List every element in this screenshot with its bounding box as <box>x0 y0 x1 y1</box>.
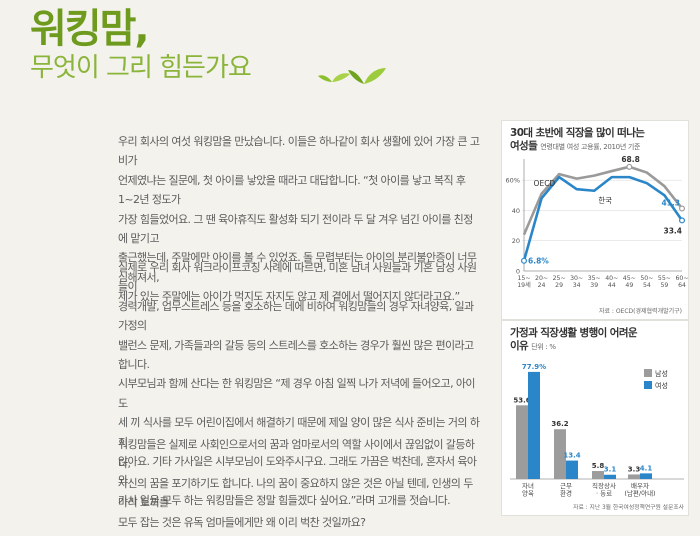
legend-swatch-male <box>644 369 652 377</box>
data-label-oecd-end: 41.3 <box>661 198 680 207</box>
data-label-oecd-peak: 68.8 <box>621 155 640 164</box>
line-chart: 0 20 40 60% 15~ 19세 20~ 24 25~ 29 30~ 34 35~ 39 40~ 44 4… <box>506 155 689 315</box>
y-tick-label: 60% <box>506 177 520 185</box>
bar-value-label: 36.2 <box>551 420 568 428</box>
x-category-label: 자녀 양육 <box>522 481 534 498</box>
x-tick-label: 50~ 54 <box>640 275 653 289</box>
bar-value-label: 5.8 <box>592 462 605 470</box>
paragraph-1: 우리 회사의 여섯 워킹맘을 만났습니다. 이들은 하나같이 회사 생활에 있어… <box>118 135 480 304</box>
bar-female <box>604 474 616 479</box>
bar-chart-title-text: 가정과 직장생활 병행이 어려운 이유 <box>510 327 638 352</box>
x-tick-label: 30~ 34 <box>570 275 583 289</box>
bar-value-label: 4.1 <box>640 464 653 472</box>
line-chart-subtitle: 연령대별 여성 고용률, 2010년 기준 <box>540 143 641 151</box>
data-label-korea-start: 6.8% <box>528 257 549 266</box>
bar-value-label: 3.3 <box>628 465 641 473</box>
x-category-label: 근무 환경 <box>560 482 572 498</box>
bar-male <box>628 474 640 479</box>
korea-start-point <box>521 257 528 264</box>
x-tick-label: 15~ 19세 <box>517 275 531 289</box>
bar-value-label: 13.4 <box>563 452 580 460</box>
series-label-korea: 한국 <box>598 196 612 205</box>
bar-female <box>640 473 652 479</box>
page-title: 워킹맘, 무엇이 그리 힘든가요 <box>30 6 252 84</box>
bar-male <box>554 429 566 479</box>
bar-male <box>516 405 528 479</box>
line-chart-title: 30대 초반에 직장을 많이 떠나는 여성들 연령대별 여성 고용률, 2010… <box>510 127 645 154</box>
x-tick-label: 60~ 64 <box>675 275 688 289</box>
korea-end-point <box>679 217 686 224</box>
bar-value-label: 53.6 <box>513 396 530 404</box>
bar-value-label: 3.1 <box>604 466 617 474</box>
title-line-2: 무엇이 그리 힘든가요 <box>30 53 252 83</box>
line-chart-source: 자료 : OECD(경제협력개발기구) <box>599 307 682 315</box>
sprout-icon <box>318 68 386 84</box>
legend-swatch-female <box>644 381 652 389</box>
series-label-oecd: OECD <box>534 179 556 188</box>
bar-male <box>592 471 604 479</box>
bar-chart-unit: 단위 : % <box>531 343 556 351</box>
x-tick-label: 25~ 29 <box>553 275 566 289</box>
x-tick-label: 55~ 59 <box>658 275 671 289</box>
bar-value-label: 77.9% <box>522 363 546 371</box>
employment-rate-chart-card: 30대 초반에 직장을 많이 떠나는 여성들 연령대별 여성 고용률, 2010… <box>501 120 689 320</box>
x-tick-label: 35~ 39 <box>588 275 601 289</box>
y-tick-label: 0 <box>516 268 520 276</box>
oecd-end-point <box>679 205 686 212</box>
x-category-label: 직장상사 · 동료 <box>592 481 616 498</box>
series-line-oecd <box>522 165 684 236</box>
bar-female <box>566 460 578 479</box>
y-tick-label: 40 <box>512 207 520 215</box>
bar-female <box>528 371 540 479</box>
oecd-peak-point <box>626 163 633 170</box>
legend-label-female: 여성 <box>655 381 668 390</box>
x-tick-label: 40~ 44 <box>605 275 618 289</box>
title-line-1: 워킹맘, <box>30 6 150 52</box>
x-category-label: 배우자 (남편/아내) <box>624 481 655 498</box>
bar-chart-title: 가정과 직장생활 병행이 어려운 이유 단위 : % <box>510 327 638 354</box>
y-tick-label: 20 <box>512 237 520 245</box>
legend-label-male: 남성 <box>655 369 668 378</box>
bar-chart-source: 자료 : 지난 3월 한국여성정책연구원 설문조사 <box>573 503 685 511</box>
data-label-korea-end: 33.4 <box>663 226 682 235</box>
paragraph-2: 실제로 우리 회사 워크라이프코칭 사례에 따르면, 미혼 남녀 사원들과 기혼… <box>118 261 480 507</box>
series-line-korea <box>522 175 684 262</box>
line-chart-title-text: 30대 초반에 직장을 많이 떠나는 여성들 <box>510 127 645 152</box>
x-tick-label: 20~ 24 <box>535 275 548 289</box>
x-tick-label: 45~ 49 <box>623 275 636 289</box>
paragraph-3: 워킹맘들은 실제로 사회인으로서의 꿈과 엄마로서의 역할 사이에서 끊임없이 … <box>118 438 475 529</box>
